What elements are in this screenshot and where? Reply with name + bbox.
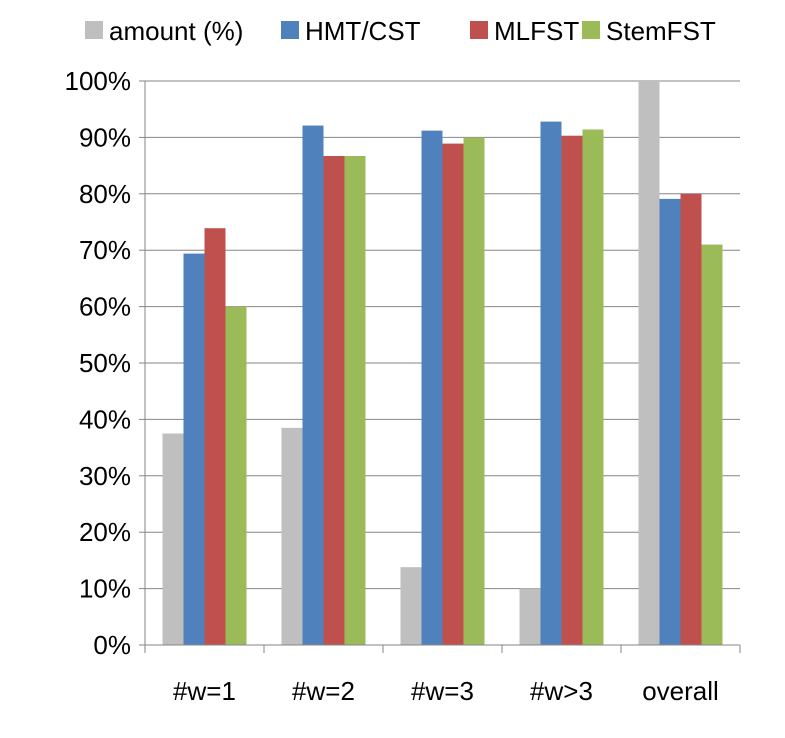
bar-hmt-cst-w-1 — [183, 253, 205, 646]
y-tick-label-100: 100% — [65, 66, 132, 96]
y-tick-label-10: 10% — [79, 574, 131, 604]
y-axis: 0% 10% 20% 30% 40% 50% 60% 70% 80% 90% 100% — [65, 66, 146, 660]
bar-mlfst-overall — [680, 193, 702, 646]
x-tick-label-w-2: #w=2 — [292, 676, 355, 706]
legend-swatch-stemfst — [582, 21, 600, 39]
legend-item-amount: amount (%) — [85, 16, 243, 46]
bars — [162, 81, 723, 646]
y-tick-label-0: 0% — [93, 630, 131, 660]
legend-label-stemfst: StemFST — [606, 16, 716, 46]
x-tick-label-w-1: #w=1 — [173, 676, 236, 706]
bar-amount-w-2 — [281, 427, 303, 645]
bar-mlfst-w-2 — [323, 156, 345, 645]
bar-mlfst-w-3 — [442, 143, 464, 645]
bar-hmt-cst-overall — [659, 198, 681, 645]
x-tick-label-overall: overall — [642, 676, 719, 706]
legend-swatch-hmt-cst — [281, 21, 299, 39]
legend-swatch-amount — [85, 21, 103, 39]
bar-stemfst-overall — [701, 244, 723, 645]
y-tick-label-70: 70% — [79, 235, 131, 265]
y-tick-label-50: 50% — [79, 348, 131, 378]
bar-amount-w-3 — [519, 588, 541, 645]
legend-label-mlfst: MLFST — [494, 16, 579, 46]
y-tick-label-90: 90% — [79, 122, 131, 152]
bar-mlfst-w-3 — [561, 135, 583, 645]
bar-amount-w-1 — [162, 433, 184, 645]
y-tick-label-60: 60% — [79, 292, 131, 322]
bar-stemfst-w-3 — [582, 129, 604, 645]
bar-stemfst-w-1 — [225, 306, 247, 645]
legend-label-hmt-cst: HMT/CST — [305, 16, 421, 46]
legend-label-amount: amount (%) — [109, 16, 243, 46]
legend: amount (%) HMT/CST MLFST StemFST — [85, 16, 716, 46]
bar-mlfst-w-1 — [204, 228, 226, 646]
bar-stemfst-w-2 — [344, 156, 366, 645]
x-tick-label-w-3: #w=3 — [411, 676, 474, 706]
y-tick-label-20: 20% — [79, 517, 131, 547]
x-tick-label-w-3: #w>3 — [530, 676, 593, 706]
y-tick-label-30: 30% — [79, 461, 131, 491]
legend-item-hmt-cst: HMT/CST — [281, 16, 421, 46]
legend-item-stemfst: StemFST — [582, 16, 716, 46]
bar-hmt-cst-w-3 — [421, 130, 443, 645]
bar-amount-w-3 — [400, 567, 422, 645]
y-tick-label-80: 80% — [79, 179, 131, 209]
legend-item-mlfst: MLFST — [470, 16, 579, 46]
bar-amount-overall — [638, 81, 660, 645]
y-tick-label-40: 40% — [79, 404, 131, 434]
legend-swatch-mlfst — [470, 21, 488, 39]
bar-hmt-cst-w-2 — [302, 125, 324, 645]
bar-stemfst-w-3 — [463, 137, 485, 645]
bar-hmt-cst-w-3 — [540, 121, 562, 645]
x-axis: #w=1 #w=2 #w=3 #w>3 overall — [144, 644, 741, 706]
